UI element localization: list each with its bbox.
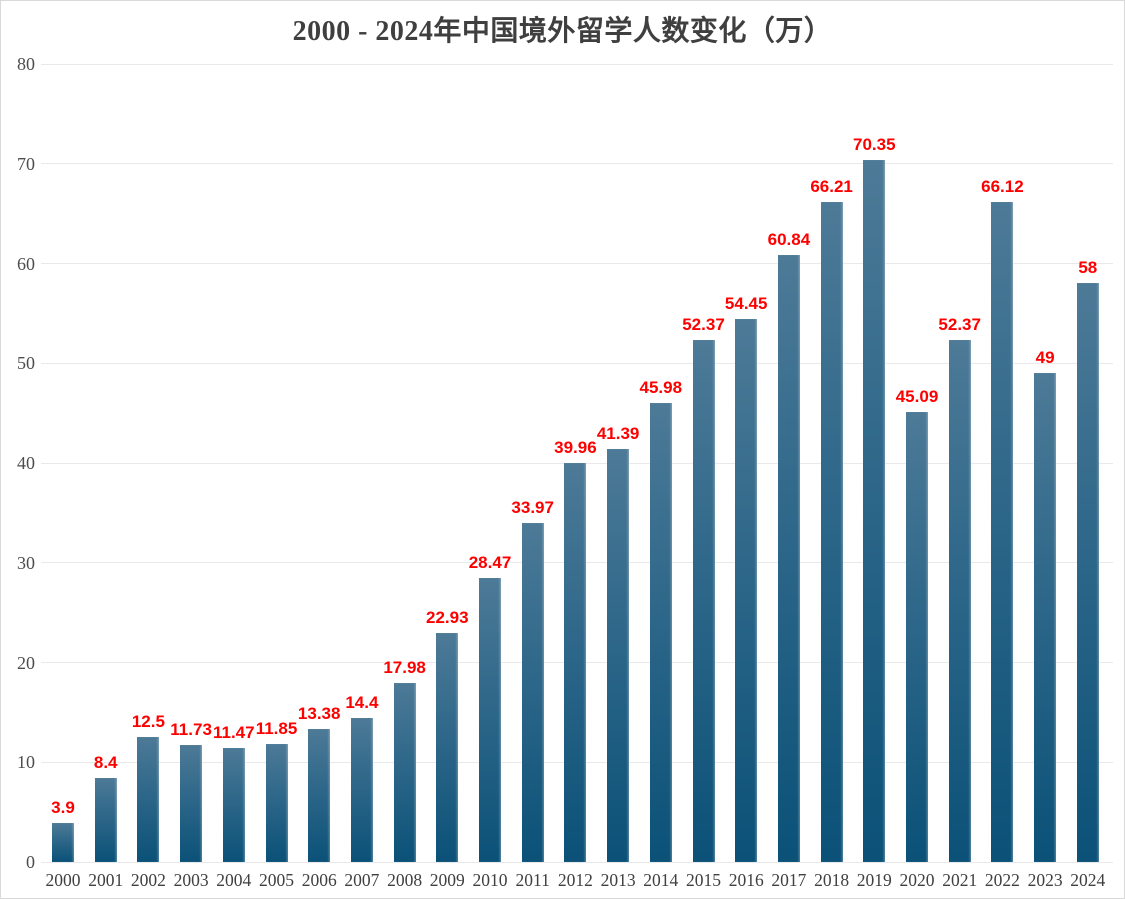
gridline: [41, 263, 1113, 264]
bar-value-label: 33.97: [511, 498, 554, 518]
bar-value-label: 8.4: [93, 753, 118, 773]
bar-value-label: 13.38: [297, 703, 341, 723]
bar-2010: [479, 578, 501, 862]
x-tick-label: 2004: [216, 870, 252, 890]
bar-value-label: 39.96: [554, 438, 597, 458]
bar-2015: [692, 339, 715, 862]
x-tick-label: 2009: [429, 870, 465, 890]
bar-value-label: 22.93: [426, 608, 469, 628]
x-tick-label: 2024: [1070, 870, 1106, 890]
bar-2002: [137, 737, 160, 862]
bar-value-label: 60.84: [767, 230, 811, 250]
bar-value-label: 45.98: [639, 378, 683, 398]
bar-2009: [436, 633, 459, 862]
x-tick-label: 2013: [600, 870, 636, 890]
x-tick-label: 2017: [771, 870, 807, 890]
gridline: [41, 861, 1113, 863]
bar-2000: [52, 823, 74, 862]
bar-2021: [948, 339, 971, 862]
bar-value-label: 52.37: [682, 314, 725, 334]
x-tick-label: 2020: [899, 870, 935, 890]
x-tick-label: 2005: [259, 870, 294, 890]
x-tick-label: 2002: [130, 870, 166, 890]
gridline: [41, 63, 1113, 65]
gridline: [41, 163, 1113, 165]
x-tick-label: 2015: [686, 870, 721, 890]
bar-value-label: 54.45: [724, 293, 768, 313]
gridline: [41, 362, 1113, 364]
x-tick-label: 2000: [45, 870, 81, 890]
bar-2018: [820, 201, 843, 862]
bar-2006: [308, 728, 331, 862]
bar-2001: [94, 778, 117, 862]
bar-2003: [180, 745, 203, 862]
bar-value-label: 17.98: [383, 657, 426, 677]
bar-value-label: 52.37: [938, 314, 981, 334]
y-tick-label: 40: [17, 453, 35, 473]
gridline: [41, 462, 1113, 464]
x-tick-label: 2003: [173, 870, 209, 890]
bar-2011: [521, 523, 544, 862]
x-tick-label: 2010: [472, 870, 508, 890]
bar-value-label: 41.39: [596, 424, 640, 444]
bar-value-label: 58: [1078, 258, 1098, 278]
bar-2005: [265, 743, 288, 862]
bar-2019: [863, 160, 886, 862]
bar-value-label: 11.47: [212, 722, 255, 742]
x-tick-label: 2001: [88, 870, 124, 890]
bar-2017: [777, 255, 800, 862]
bar-2014: [649, 403, 672, 862]
bar-2007: [350, 718, 373, 862]
chart-title: 2000 - 2024年中国境外留学人数变化（万）: [292, 16, 833, 47]
y-tick-label: 50: [17, 353, 35, 374]
bar-value-label: 11.85: [255, 718, 298, 738]
bar-2004: [222, 747, 245, 862]
x-tick-label: 2016: [728, 870, 764, 890]
x-tick-label: 2008: [387, 870, 423, 890]
bar-2020: [906, 412, 928, 862]
x-tick-label: 2007: [344, 870, 380, 890]
y-tick-label: 60: [17, 253, 35, 274]
x-tick-label: 2023: [1027, 870, 1063, 890]
bar-2016: [735, 318, 758, 862]
x-tick-label: 2018: [814, 870, 850, 890]
x-tick-label: 2022: [984, 870, 1020, 890]
x-tick-label: 2011: [515, 870, 550, 890]
bar-value-label: 28.47: [468, 553, 512, 573]
bar-value-label: 45.09: [895, 387, 939, 407]
bar-value-label: 11.73: [170, 720, 212, 739]
plot-area: 3.9 8.4 12.5 11.73 11.47 11.85 13.38 14.4 17.98 2…: [41, 63, 1113, 863]
bar-2013: [607, 449, 630, 862]
y-tick-label: 30: [17, 552, 35, 573]
x-tick-label: 2006: [301, 870, 337, 890]
bar-value-label: 70.35: [853, 135, 896, 155]
bar-2008: [393, 682, 416, 862]
bar-2023: [1034, 373, 1057, 862]
x-tick-label: 2021: [942, 870, 978, 890]
bar-value-label: 14.4: [345, 693, 379, 713]
x-tick-label: 2012: [557, 870, 593, 890]
bar-2024: [1076, 283, 1099, 862]
x-tick-label: 2019: [856, 870, 892, 890]
bar-2022: [991, 202, 1014, 862]
y-tick-label: 70: [17, 153, 35, 174]
bar-value-label: 49: [1035, 348, 1055, 368]
bar-value-label: 3.9: [51, 798, 75, 818]
y-tick-label: 0: [26, 852, 35, 872]
bar-value-label: 66.21: [810, 176, 853, 196]
bar-value-label: 12.5: [131, 712, 165, 732]
y-tick-label: 20: [17, 652, 35, 673]
bar-value-label: 66.12: [981, 177, 1024, 197]
bar-2012: [564, 463, 587, 862]
y-tick-label: 80: [17, 54, 35, 74]
y-tick-label: 10: [17, 752, 35, 773]
x-tick-label: 2014: [643, 870, 679, 890]
